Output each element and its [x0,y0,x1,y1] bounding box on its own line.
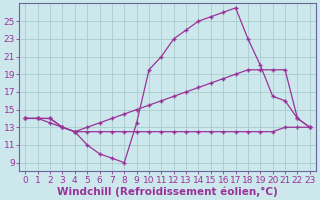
X-axis label: Windchill (Refroidissement éolien,°C): Windchill (Refroidissement éolien,°C) [57,186,278,197]
